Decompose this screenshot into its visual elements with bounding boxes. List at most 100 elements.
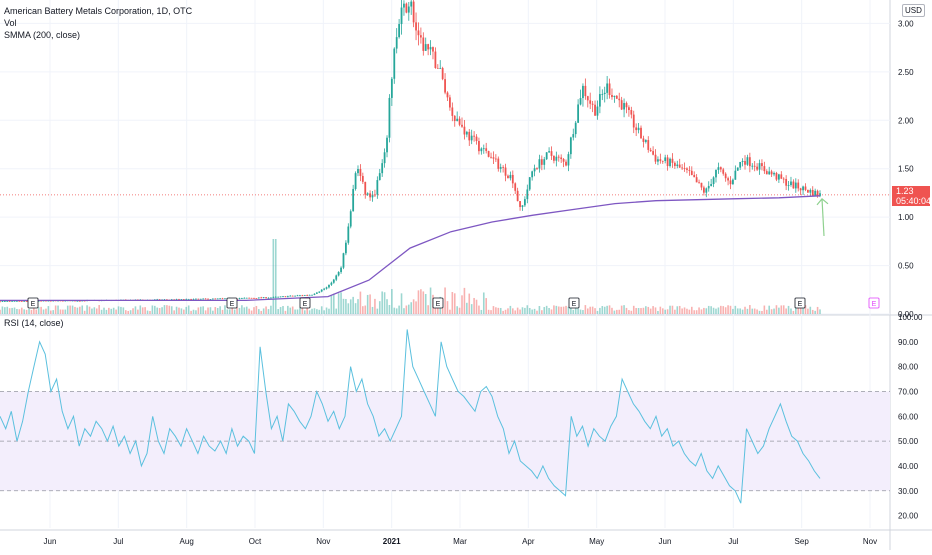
earnings-marker-label: E (572, 301, 577, 308)
candle-body (516, 190, 519, 202)
volume-bar (391, 289, 393, 314)
candle-body (240, 298, 243, 299)
volume-bar (221, 309, 224, 314)
volume-bar (761, 310, 763, 314)
volume-bar (320, 306, 323, 314)
volume-bar (671, 305, 674, 314)
candle-body (156, 299, 159, 301)
smma-legend[interactable]: SMMA (200, close) (4, 30, 81, 40)
earnings-marker-box (27, 297, 39, 309)
vol-legend[interactable]: Vol (4, 18, 17, 28)
earnings-marker[interactable]: E (299, 297, 311, 309)
volume-bar (83, 310, 86, 314)
time-tick-label: Jun (659, 537, 672, 546)
volume-bar (13, 307, 16, 314)
candle-body (253, 297, 255, 299)
candle-body (308, 294, 311, 296)
volume-bar (30, 310, 33, 314)
volume-bar (804, 305, 807, 314)
volume-bar (712, 307, 715, 314)
candle-body (790, 181, 792, 186)
symbol-title[interactable]: American Battery Metals Corporation, 1D,… (4, 6, 193, 16)
volume-bar (141, 307, 144, 314)
candle-body (623, 103, 625, 110)
candle-body (642, 138, 645, 142)
earnings-marker[interactable]: E (794, 297, 806, 309)
candle-body (521, 205, 524, 207)
earnings-marker-box (568, 297, 580, 309)
earnings-marker[interactable]: E (27, 297, 39, 309)
candle-body (255, 298, 258, 299)
volume-bar (37, 307, 40, 314)
volume-bar (323, 310, 325, 314)
volume-bar (717, 307, 720, 314)
candle-body (572, 134, 575, 138)
candle-body (262, 297, 265, 299)
volume-bar (282, 306, 284, 314)
candle-body (429, 47, 432, 50)
volume-bar (453, 293, 456, 314)
candle-body (270, 297, 272, 299)
candle-body (369, 193, 371, 198)
volume-bar (420, 289, 422, 314)
earnings-marker[interactable]: E (226, 297, 238, 309)
candle-body (502, 167, 505, 168)
candle-body (47, 300, 50, 302)
volume-bar (647, 306, 650, 314)
rsi-tick-label: 20.00 (898, 512, 919, 521)
volume-bar (180, 308, 183, 314)
candle-body (320, 289, 323, 292)
volume-bar (45, 308, 47, 314)
candle-body (494, 158, 497, 160)
volume-bar (688, 309, 691, 314)
rsi-legend[interactable]: RSI (14, close) (4, 318, 64, 328)
volume-bar (301, 307, 304, 314)
candle-body (538, 159, 541, 169)
volume-bar (238, 307, 241, 314)
volume-bar (770, 309, 773, 314)
candle-body (594, 104, 596, 116)
volume-bar (381, 291, 383, 314)
currency-badge[interactable]: USD (902, 4, 925, 17)
earnings-marker-box (226, 297, 238, 309)
volume-bar (144, 307, 146, 314)
volume-bar (267, 309, 270, 314)
candle-body (453, 115, 456, 122)
candle-body (383, 152, 386, 164)
volume-bar (412, 299, 415, 314)
earnings-marker-future[interactable]: E (868, 297, 880, 309)
candle-body (557, 156, 560, 158)
candle-body (199, 298, 202, 300)
candle-body (214, 298, 217, 300)
volume-bar (105, 309, 108, 314)
volume-bar (6, 306, 9, 314)
volume-bar (212, 310, 214, 314)
volume-bar (129, 310, 132, 314)
volume-bar (560, 306, 562, 314)
candle-body (412, 1, 415, 23)
volume-bar (1, 306, 4, 314)
volume-bar (700, 309, 703, 314)
candle-body (698, 182, 700, 184)
volume-bar (49, 310, 52, 314)
volume-bar (495, 307, 497, 314)
earnings-marker[interactable]: E (568, 297, 580, 309)
candle-body (306, 295, 309, 296)
volume-bar (226, 309, 229, 314)
volume-bar (456, 306, 458, 314)
volume-bar (458, 307, 461, 314)
earnings-marker[interactable]: E (432, 297, 444, 309)
volume-bar (139, 305, 142, 314)
volume-bar (81, 305, 84, 314)
volume-bar (369, 294, 371, 314)
volume-bar (775, 305, 778, 314)
volume-bar (299, 307, 301, 314)
volume-bar (557, 306, 560, 314)
volume-bar (582, 310, 584, 314)
volume-bar (749, 305, 751, 314)
volume-bar (313, 308, 316, 314)
rsi-line (0, 329, 821, 504)
candle-body (265, 297, 267, 299)
volume-bar (122, 307, 125, 314)
